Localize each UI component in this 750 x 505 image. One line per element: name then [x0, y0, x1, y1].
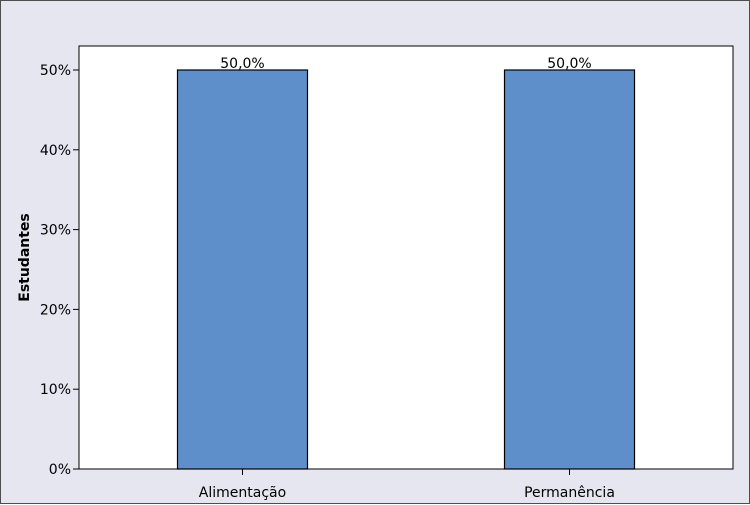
- bar-1: [176, 69, 309, 470]
- y-axis-title: Estudantes: [17, 213, 33, 302]
- y-tick-label: 10%: [40, 382, 71, 398]
- x-category-label: Alimentação: [199, 485, 286, 501]
- y-axis: 0% 10% 20% 30% 40% 50%: [40, 63, 79, 478]
- data-label: 50,0%: [547, 56, 591, 72]
- y-tick-label: 40%: [40, 143, 71, 159]
- y-tick-label: 20%: [40, 302, 71, 318]
- data-label: 50,0%: [220, 56, 264, 72]
- y-tick-label: 0%: [49, 462, 71, 478]
- bar-2: [503, 69, 636, 470]
- bars: 50,0% 50,0%: [176, 56, 636, 470]
- x-axis: Alimentação Permanência: [199, 469, 615, 501]
- x-category-label: Permanência: [524, 485, 615, 501]
- y-tick-label: 50%: [40, 63, 71, 79]
- y-tick-label: 30%: [40, 223, 71, 239]
